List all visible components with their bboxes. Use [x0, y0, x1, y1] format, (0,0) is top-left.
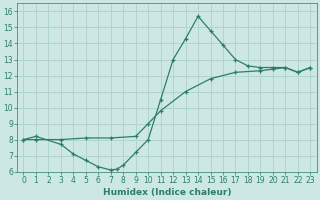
X-axis label: Humidex (Indice chaleur): Humidex (Indice chaleur)	[103, 188, 231, 197]
